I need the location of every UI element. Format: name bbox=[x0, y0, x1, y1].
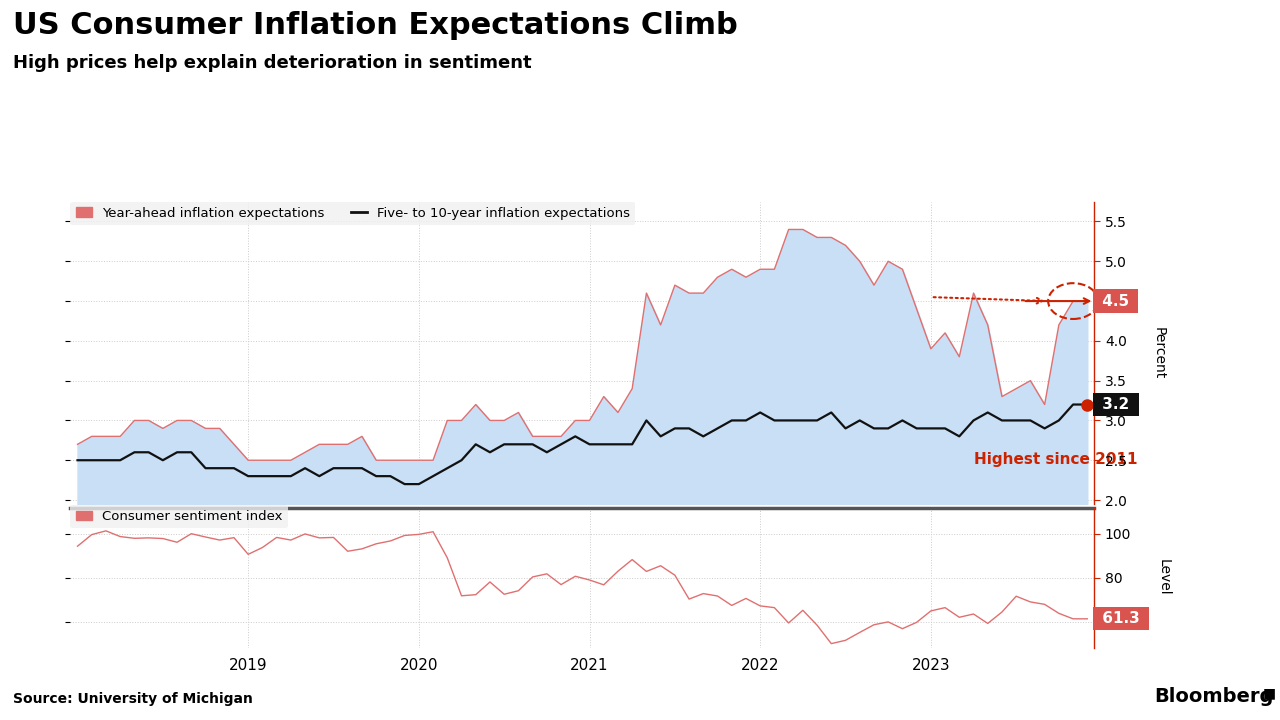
Y-axis label: Level: Level bbox=[1156, 559, 1170, 596]
Text: 4.5: 4.5 bbox=[1097, 294, 1134, 309]
Text: Bloomberg: Bloomberg bbox=[1155, 687, 1274, 706]
Text: 3.2: 3.2 bbox=[1097, 397, 1134, 412]
Text: Source: University of Michigan: Source: University of Michigan bbox=[13, 692, 252, 706]
Text: 61.3: 61.3 bbox=[1097, 611, 1146, 626]
Legend: Year-ahead inflation expectations, Five- to 10-year inflation expectations: Year-ahead inflation expectations, Five-… bbox=[70, 202, 635, 225]
Text: ■: ■ bbox=[1263, 686, 1276, 700]
Text: US Consumer Inflation Expectations Climb: US Consumer Inflation Expectations Climb bbox=[13, 11, 737, 40]
Text: High prices help explain deterioration in sentiment: High prices help explain deterioration i… bbox=[13, 54, 531, 72]
Text: Highest since 2011: Highest since 2011 bbox=[974, 452, 1137, 467]
Legend: Consumer sentiment index: Consumer sentiment index bbox=[70, 505, 288, 528]
Y-axis label: Percent: Percent bbox=[1152, 327, 1166, 379]
